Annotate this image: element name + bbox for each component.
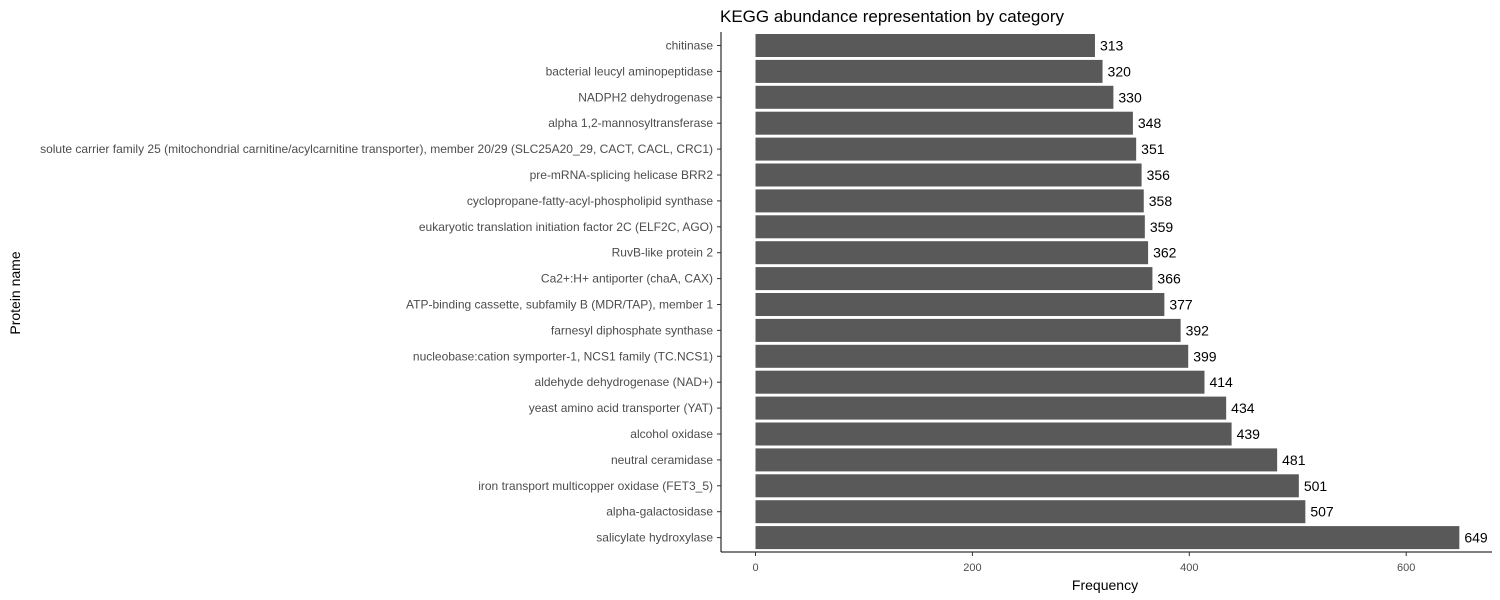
category-label: nucleobase:cation symporter-1, NCS1 fami… bbox=[413, 349, 713, 363]
data-label: 501 bbox=[1304, 478, 1328, 494]
data-label: 481 bbox=[1282, 452, 1306, 468]
data-label: 414 bbox=[1209, 374, 1233, 390]
bar bbox=[755, 370, 1205, 394]
category-label: yeast amino acid transporter (YAT) bbox=[529, 401, 713, 415]
category-label: ATP-binding cassette, subfamily B (MDR/T… bbox=[406, 298, 713, 312]
category-label: cyclopropane-fatty-acyl-phospholipid syn… bbox=[467, 194, 713, 208]
x-tick-label: 0 bbox=[752, 562, 758, 574]
data-label: 348 bbox=[1138, 115, 1162, 131]
data-label: 366 bbox=[1157, 271, 1181, 287]
category-axis: chitinase bacterial leucyl aminopeptidase… bbox=[40, 39, 721, 545]
y-axis-title: Protein name bbox=[7, 251, 23, 334]
data-label: 320 bbox=[1108, 63, 1132, 79]
bar bbox=[755, 448, 1278, 472]
data-label: 392 bbox=[1186, 322, 1210, 338]
data-label: 356 bbox=[1147, 167, 1171, 183]
category-label: RuvB-like protein 2 bbox=[612, 246, 714, 260]
bar bbox=[755, 344, 1189, 368]
data-label: 399 bbox=[1193, 348, 1217, 364]
x-tick-label: 400 bbox=[1180, 562, 1198, 574]
bar bbox=[755, 34, 1095, 57]
category-label: pre-mRNA-splicing helicase BRR2 bbox=[530, 168, 714, 182]
bar bbox=[755, 293, 1165, 316]
data-label: 507 bbox=[1310, 504, 1334, 520]
bar bbox=[755, 422, 1232, 446]
category-label: alpha-galactosidase bbox=[606, 505, 713, 519]
category-label: bacterial leucyl aminopeptidase bbox=[546, 64, 714, 78]
bar bbox=[755, 474, 1299, 498]
data-label: 313 bbox=[1100, 38, 1124, 54]
category-label: neutral ceramidase bbox=[611, 453, 713, 467]
category-label: chitinase bbox=[666, 39, 714, 53]
bar bbox=[755, 318, 1181, 342]
bar bbox=[755, 137, 1137, 161]
bar bbox=[755, 85, 1114, 109]
x-axis-title: Frequency bbox=[1072, 577, 1138, 593]
data-label: 330 bbox=[1118, 89, 1142, 105]
bar bbox=[755, 59, 1103, 83]
x-tick-label: 200 bbox=[963, 562, 981, 574]
category-label: alpha 1,2-mannosyltransferase bbox=[548, 116, 713, 130]
data-labels-group: 313 320 330 348 351 356 358 359 362 366 377 392 399 4… bbox=[1100, 38, 1488, 546]
data-label: 649 bbox=[1464, 530, 1488, 546]
data-label: 434 bbox=[1231, 400, 1255, 416]
category-label: aldehyde dehydrogenase (NAD+) bbox=[535, 375, 713, 389]
bar bbox=[755, 526, 1460, 550]
data-label: 358 bbox=[1149, 193, 1173, 209]
data-label: 439 bbox=[1237, 426, 1261, 442]
bar bbox=[755, 241, 1149, 265]
data-label: 362 bbox=[1153, 245, 1177, 261]
category-label: salicylate hydroxylase bbox=[596, 531, 713, 545]
bar bbox=[755, 267, 1153, 291]
category-label: farnesyl diphosphate synthase bbox=[551, 323, 713, 337]
category-label: iron transport multicopper oxidase (FET3… bbox=[478, 479, 713, 493]
data-label: 351 bbox=[1141, 141, 1165, 157]
chart-title: KEGG abundance representation by categor… bbox=[720, 7, 1064, 26]
bars-group bbox=[755, 34, 1460, 550]
bar bbox=[755, 500, 1306, 524]
category-label: alcohol oxidase bbox=[630, 427, 713, 441]
bar bbox=[755, 189, 1144, 213]
bar bbox=[755, 163, 1142, 187]
bar bbox=[755, 111, 1133, 135]
data-label: 377 bbox=[1169, 297, 1193, 313]
data-label: 359 bbox=[1150, 219, 1174, 235]
category-label: solute carrier family 25 (mitochondrial … bbox=[40, 142, 713, 156]
category-label: NADPH2 dehydrogenase bbox=[578, 90, 713, 104]
bar bbox=[755, 215, 1145, 239]
bar bbox=[755, 396, 1227, 420]
category-label: eukaryotic translation initiation factor… bbox=[419, 220, 713, 234]
x-tick-label: 600 bbox=[1397, 562, 1415, 574]
x-axis-ticks: 0 200 400 600 bbox=[752, 552, 1415, 574]
category-label: Ca2+:H+ antiporter (chaA, CAX) bbox=[541, 272, 713, 286]
